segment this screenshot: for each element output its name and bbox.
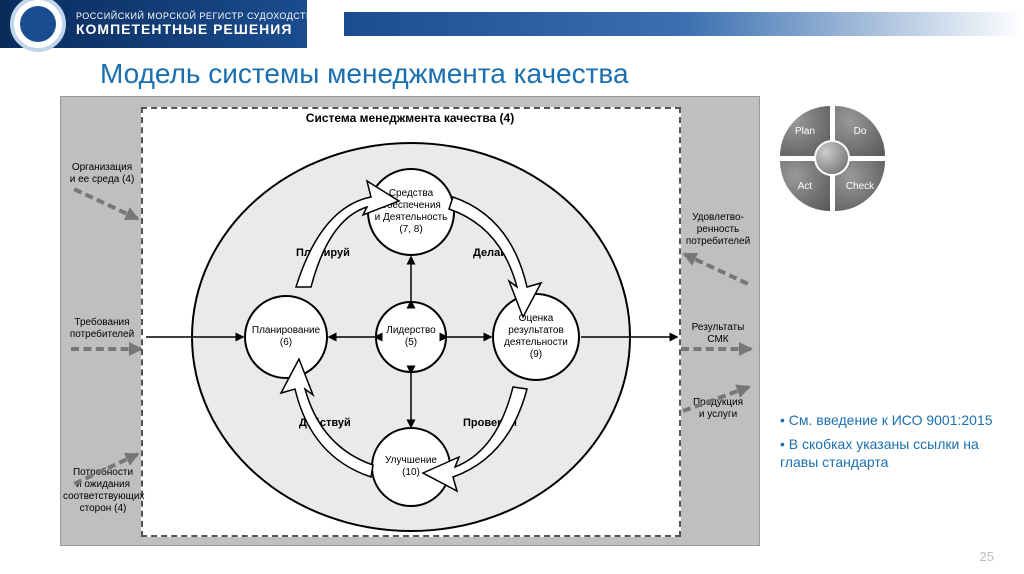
header: РОССИЙСКИЙ МОРСКОЙ РЕГИСТР СУДОХОДСТВА К… <box>0 0 1024 48</box>
qms-diagram: Система менеджмента качества (4) Организ… <box>60 96 760 546</box>
pdca-hub <box>814 140 850 176</box>
header-text: РОССИЙСКИЙ МОРСКОЙ РЕГИСТР СУДОХОДСТВА К… <box>76 11 319 37</box>
page-title: Модель системы менеджмента качества <box>0 48 1024 96</box>
arrow-in-0 <box>73 187 138 220</box>
arrow-in-1 <box>71 347 141 351</box>
ext-left-0: Организацияи ее среда (4) <box>63 162 141 186</box>
header-title: КОМПЕТЕНТНЫЕ РЕШЕНИЯ <box>76 21 319 37</box>
pdca-check: Проверяй <box>463 417 517 429</box>
pdca-wheel: Plan Do Act Check <box>780 106 885 211</box>
node-top: Средстваобеспеченияи Деятельность(7, 8) <box>367 168 455 256</box>
note-1: В скобках указаны ссылки на главы станда… <box>780 435 1010 471</box>
pdca-act: Действуй <box>299 417 351 429</box>
pdca-do: Делай <box>473 247 507 259</box>
node-right: Оценкарезультатовдеятельности(9) <box>492 293 580 381</box>
node-center: Лидерство(5) <box>375 301 447 373</box>
ext-right-0: Удовлетво-ренностьпотребителей <box>679 212 757 248</box>
notes-list: См. введение к ИСО 9001:2015 В скобках у… <box>780 411 1010 472</box>
note-0: См. введение к ИСО 9001:2015 <box>780 411 1010 429</box>
ext-left-1: Требованияпотребителей <box>63 317 141 341</box>
ext-left-2: Потребностии ожиданиясоответствующихстор… <box>63 467 143 515</box>
arrow-out-0 <box>683 252 748 285</box>
page-number: 25 <box>980 549 994 564</box>
node-left: Планирование(6) <box>244 295 328 379</box>
system-title: Система менеджмента качества (4) <box>306 111 514 125</box>
arrow-out-1 <box>681 347 751 351</box>
pdca-plan: Планируй <box>296 247 350 259</box>
node-bottom: Улучшение(10) <box>371 427 451 507</box>
header-subtitle: РОССИЙСКИЙ МОРСКОЙ РЕГИСТР СУДОХОДСТВА <box>76 11 319 21</box>
logo-badge <box>10 0 66 52</box>
